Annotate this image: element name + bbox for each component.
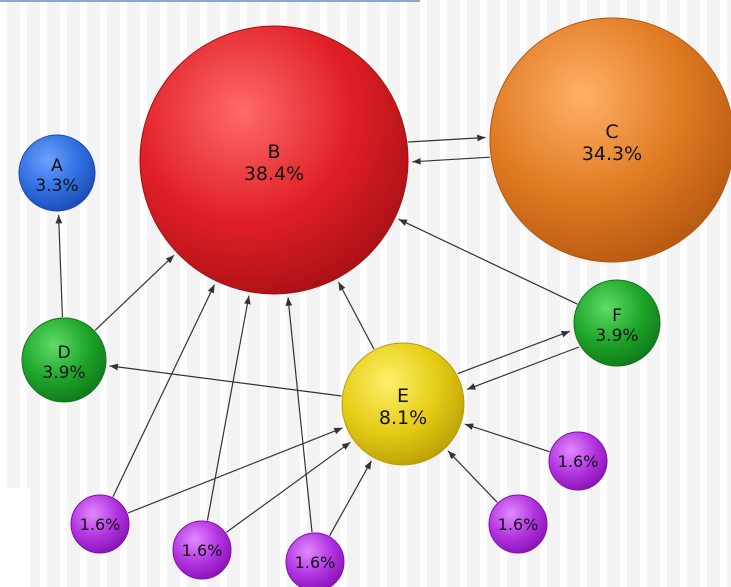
edge-p2-to-e: [225, 441, 351, 533]
node-f-name: F: [612, 306, 622, 326]
node-p5: 1.6%: [548, 431, 608, 491]
edge-layer: [55, 134, 580, 537]
node-p5-value: 1.6%: [558, 452, 599, 471]
edge-p5-to-e: [464, 423, 550, 453]
node-f-value: 3.9%: [595, 326, 638, 346]
node-c-circle: [489, 17, 731, 263]
node-d-circle: [21, 317, 107, 403]
node-p2-circle: [172, 520, 232, 580]
edge-e-to-d: [109, 363, 342, 397]
edge-f-to-b: [398, 218, 578, 305]
node-f-circle: [573, 279, 661, 367]
node-b: B38.4%: [139, 25, 409, 295]
edge-f-to-e: [466, 346, 580, 390]
node-d: D3.9%: [21, 317, 107, 403]
edge-e-to-f: [457, 330, 571, 375]
node-e-circle: [341, 342, 465, 466]
edge-c-to-b: [412, 156, 490, 165]
node-c-value: 34.3%: [582, 143, 642, 165]
node-f: F3.9%: [573, 279, 661, 367]
node-b-value: 38.4%: [244, 163, 304, 185]
node-p5-circle: [548, 431, 608, 491]
node-e-name: E: [397, 385, 409, 407]
edge-p4-to-e: [447, 450, 498, 503]
edge-b-to-c: [408, 134, 486, 143]
node-b-name: B: [267, 141, 280, 163]
node-p4-circle: [488, 494, 548, 554]
node-p2: 1.6%: [172, 520, 232, 580]
node-layer: A3.3%B38.4%C34.3%D3.9%E8.1%F3.9%1.6%1.6%…: [18, 17, 731, 587]
node-p3: 1.6%: [285, 532, 345, 587]
edge-p2-to-b: [206, 295, 251, 521]
edge-p1-to-b: [112, 284, 216, 498]
edge-d-to-b: [94, 254, 175, 331]
node-d-value: 3.9%: [42, 363, 85, 383]
edge-e-to-b: [337, 281, 375, 350]
node-p4: 1.6%: [488, 494, 548, 554]
node-p1: 1.6%: [70, 494, 130, 554]
node-p1-circle: [70, 494, 130, 554]
node-a-name: A: [51, 156, 63, 176]
node-e-value: 8.1%: [379, 407, 427, 429]
node-p2-value: 1.6%: [182, 541, 223, 560]
edge-d-to-a: [55, 214, 63, 318]
edge-p3-to-e: [329, 460, 372, 537]
node-a-value: 3.3%: [35, 176, 78, 196]
node-e: E8.1%: [341, 342, 465, 466]
node-p4-value: 1.6%: [498, 515, 539, 534]
edge-p3-to-b: [285, 297, 313, 533]
node-p3-value: 1.6%: [295, 553, 336, 572]
node-a-circle: [18, 134, 96, 212]
node-c-name: C: [605, 121, 618, 143]
node-p1-value: 1.6%: [80, 515, 121, 534]
node-b-circle: [139, 25, 409, 295]
blank-corner: [0, 488, 30, 587]
node-a: A3.3%: [18, 134, 96, 212]
node-d-name: D: [57, 343, 70, 363]
node-p3-circle: [285, 532, 345, 587]
edge-p1-to-e: [127, 427, 343, 514]
node-c: C34.3%: [489, 17, 731, 263]
